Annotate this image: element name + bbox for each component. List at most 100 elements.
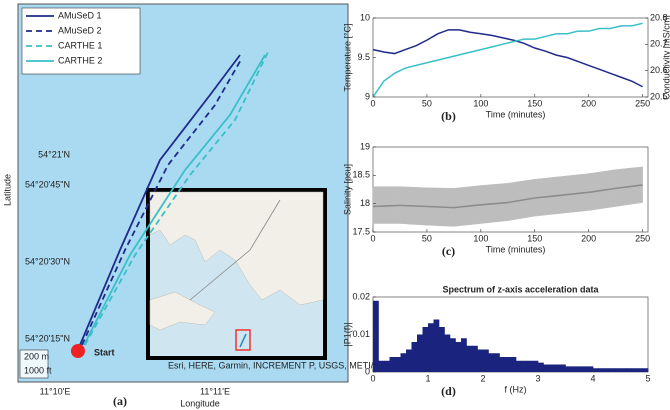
bar [390,357,396,372]
chart-title: Spectrum of z-axis acceleration data [442,284,599,294]
bar [582,366,588,372]
bar [472,346,478,372]
x-axis-label: Longitude [180,398,220,408]
bar [412,342,418,372]
panel-label: (a) [113,394,127,408]
bar [500,357,506,372]
x-tick-label: 1 [425,373,430,383]
x-axis-label: Time (minutes) [486,244,546,254]
x-tick-label: 50 [422,98,432,108]
x-tick-label: 100 [473,233,488,243]
bar [577,366,583,372]
bar [483,350,489,373]
plot-area [373,18,648,97]
bar [610,368,616,372]
legend-label: AMuSeD 1 [58,10,102,20]
bar [395,357,401,372]
bar [489,353,495,372]
legend-label: AMuSeD 2 [58,25,102,35]
bar [406,350,412,373]
y-tick-label: 9.5 [357,52,370,62]
bar [461,338,467,372]
bar [593,368,599,372]
x-tick-label: 50 [422,233,432,243]
x-tick-label: 0 [370,373,375,383]
y-tick-label: 0 [365,366,370,376]
scale-label: 200 m [24,351,49,361]
y-axis-label: |P1(f)| [342,322,352,346]
y-tick-label: 17.5 [352,226,370,236]
bar [379,361,385,372]
bar [522,361,528,372]
bar [538,363,544,372]
y-tick-label: 0.01 [352,329,370,339]
start-label: Start [94,347,115,357]
bar [516,361,522,372]
y-tick-label: 18 [360,198,370,208]
x-tick-label: 250 [635,233,650,243]
bar [511,357,517,372]
x-tick-label: 5 [645,373,650,383]
x-tick-label: 11°11'E [200,386,230,396]
x-tick-label: 150 [527,98,542,108]
y-tick-label: 54°20'15"N [25,333,70,343]
y-tick-label: 54°21'N [38,149,70,159]
y-tick-label: 19 [360,141,370,151]
y-tick-label: 54°20'45"N [25,179,70,189]
bar [632,368,638,372]
page: AMuSeD 1AMuSeD 2CARTHE 1CARTHE 2Start200… [0,0,670,410]
y-axis-label: Latitude [2,174,12,206]
bar [494,353,500,372]
bar [637,368,643,372]
x-tick-label: 200 [581,98,596,108]
bar [450,338,456,372]
bar [439,327,445,372]
y-tick-label: 0.02 [352,291,370,301]
x-tick-label: 250 [635,98,650,108]
bar [549,365,555,373]
y-axis-label: Salinity [psu] [342,164,352,215]
x-tick-label: 4 [590,373,595,383]
x-axis-label: Time (minutes) [486,109,546,119]
bar [599,368,605,372]
bar [560,365,566,373]
bar [555,365,561,373]
bar [428,323,434,372]
x-tick-label: 150 [527,233,542,243]
bar [604,368,610,372]
bar [467,346,473,372]
bar [533,361,539,372]
x-tick-label: 200 [581,233,596,243]
bar [434,320,440,373]
y-tick-label: 9 [365,91,370,101]
x-axis-label: f (Hz) [505,384,527,394]
attribution: Esri, HERE, Garmin, INCREMENT P, USGS, M… [168,360,398,370]
bar [571,366,577,372]
y2-axis-label: Conductivity [mS/cm] [661,15,670,100]
scale-label: 1000 ft [24,365,52,375]
legend-label: CARTHE 2 [58,55,102,65]
legend-label: CARTHE 1 [58,40,102,50]
bar [544,365,550,373]
bar [626,368,632,372]
bar [505,357,511,372]
x-tick-label: 100 [473,98,488,108]
panel-label: (b) [441,109,456,123]
bar [423,327,429,372]
bar [445,335,451,373]
bar [478,350,484,373]
bar [417,335,423,373]
start-marker [71,344,85,358]
bar [588,366,594,372]
x-tick-label: 11°10'E [40,386,71,396]
y-axis-label: Temperature [°C] [342,23,352,91]
bar [643,368,649,372]
y-tick-label: 18.5 [352,170,370,180]
bar [621,368,627,372]
bar [527,361,533,372]
y-tick-label: 10 [360,12,370,22]
bar [384,361,390,372]
x-tick-label: 0 [370,98,375,108]
x-tick-label: 2 [480,373,485,383]
panel-label: (d) [441,384,456,398]
